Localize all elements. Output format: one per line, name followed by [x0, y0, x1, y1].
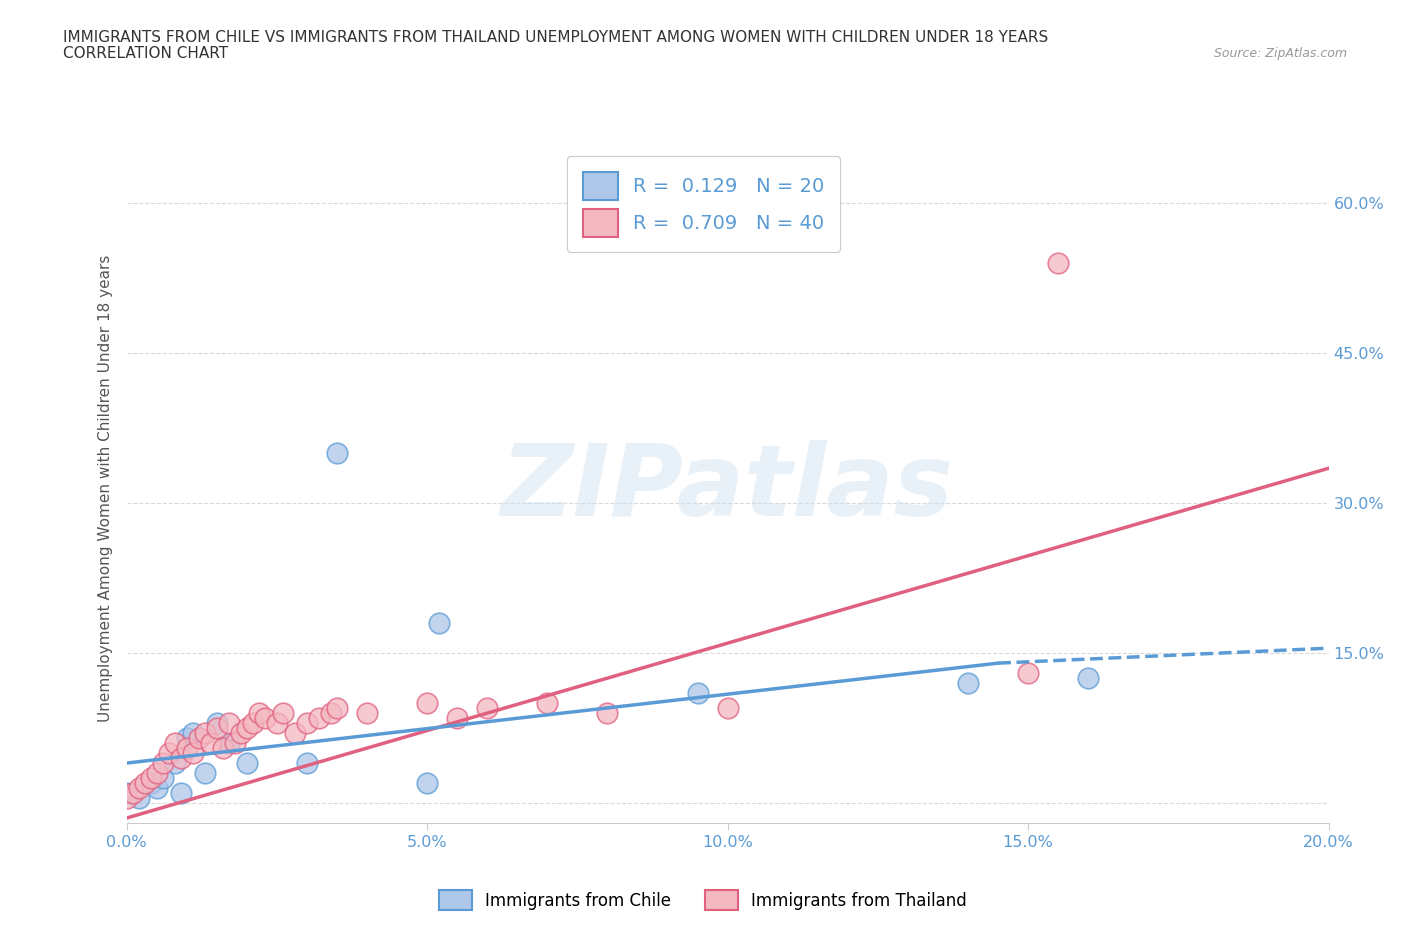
Point: [194, 725, 217, 740]
Legend: Immigrants from Chile, Immigrants from Thailand: Immigrants from Chile, Immigrants from T…: [432, 884, 974, 917]
Point: [271, 706, 294, 721]
Point: [235, 721, 259, 736]
Point: [187, 731, 209, 746]
Point: [284, 725, 307, 740]
Point: [218, 716, 240, 731]
Point: [115, 786, 138, 801]
Point: [128, 780, 150, 795]
Point: [295, 756, 318, 771]
Point: [205, 716, 228, 731]
Point: [1077, 671, 1099, 685]
Point: [686, 685, 709, 700]
Point: [427, 616, 450, 631]
Point: [139, 776, 162, 790]
Point: [163, 736, 186, 751]
Point: [247, 706, 270, 721]
Point: [211, 740, 233, 755]
Point: [596, 706, 619, 721]
Point: [115, 790, 138, 805]
Point: [139, 771, 162, 786]
Point: [308, 711, 330, 725]
Text: CORRELATION CHART: CORRELATION CHART: [63, 46, 228, 61]
Text: IMMIGRANTS FROM CHILE VS IMMIGRANTS FROM THAILAND UNEMPLOYMENT AMONG WOMEN WITH : IMMIGRANTS FROM CHILE VS IMMIGRANTS FROM…: [63, 30, 1049, 45]
Point: [152, 771, 174, 786]
Point: [295, 716, 318, 731]
Point: [218, 736, 240, 751]
Point: [152, 756, 174, 771]
Point: [224, 736, 246, 751]
Point: [121, 786, 143, 801]
Point: [319, 706, 342, 721]
Point: [169, 786, 191, 801]
Point: [194, 765, 217, 780]
Point: [416, 776, 439, 790]
Point: [128, 790, 150, 805]
Point: [253, 711, 276, 725]
Point: [176, 740, 198, 755]
Point: [242, 716, 264, 731]
Point: [229, 725, 252, 740]
Point: [1047, 256, 1070, 271]
Point: [266, 716, 288, 731]
Point: [235, 756, 259, 771]
Point: [356, 706, 378, 721]
Point: [134, 776, 156, 790]
Point: [475, 700, 498, 715]
Point: [145, 780, 167, 795]
Point: [157, 746, 180, 761]
Point: [326, 700, 349, 715]
Text: ZIPatlas: ZIPatlas: [501, 440, 955, 537]
Point: [716, 700, 740, 715]
Point: [416, 696, 439, 711]
Y-axis label: Unemployment Among Women with Children Under 18 years: Unemployment Among Women with Children U…: [98, 255, 114, 722]
Point: [200, 736, 222, 751]
Point: [163, 756, 186, 771]
Point: [956, 676, 979, 691]
Point: [326, 445, 349, 460]
Point: [181, 746, 204, 761]
Point: [205, 721, 228, 736]
Point: [169, 751, 191, 765]
Point: [145, 765, 167, 780]
Point: [176, 731, 198, 746]
Point: [536, 696, 558, 711]
Text: Source: ZipAtlas.com: Source: ZipAtlas.com: [1213, 46, 1347, 60]
Legend: R =  0.129   N = 20, R =  0.709   N = 40: R = 0.129 N = 20, R = 0.709 N = 40: [567, 156, 839, 252]
Point: [446, 711, 468, 725]
Point: [1017, 666, 1039, 681]
Point: [181, 725, 204, 740]
